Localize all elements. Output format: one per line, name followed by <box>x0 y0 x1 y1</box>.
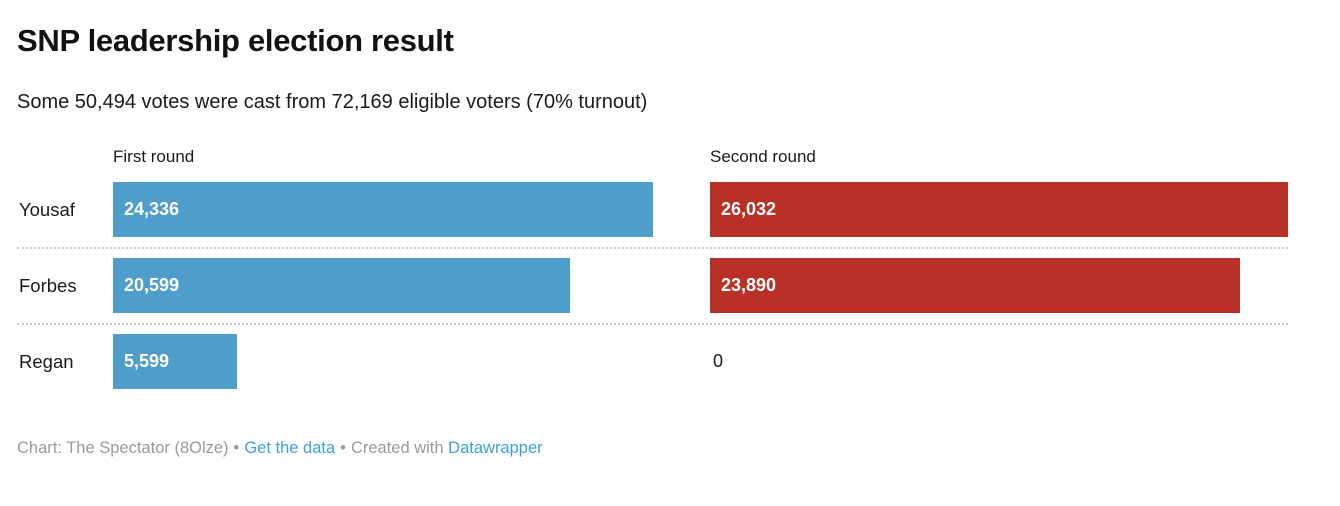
column-header-second-round: Second round <box>710 147 816 166</box>
bar-regan-first-round: 5,599 <box>113 334 238 389</box>
chart-row-yousaf: Yousaf 24,336 26,032 <box>17 182 1288 237</box>
bar-value-label-zero: 0 <box>713 351 724 371</box>
bar-value-label: 24,336 <box>124 199 180 219</box>
footer-bullet: • <box>340 439 346 457</box>
row-separator <box>17 323 1288 325</box>
bar-chart: First round Second round Yousaf 24,336 26,… <box>17 147 1288 389</box>
bar-value-label: 26,032 <box>721 199 777 219</box>
footer-attribution: Chart: The Spectator (8Olze) <box>17 439 229 457</box>
footer-bullet: • <box>233 439 240 457</box>
bar-cell: 23,890 <box>710 258 1288 313</box>
chart-row-forbes: Forbes 20,599 23,890 <box>17 258 1288 313</box>
row-label-yousaf: Yousaf <box>19 198 75 220</box>
bar-value-label: 5,599 <box>124 351 170 371</box>
bar-yousaf-second-round: 26,032 <box>710 182 1288 237</box>
bar-forbes-second-round: 23,890 <box>710 258 1241 313</box>
chart-container: SNP leadership election result Some 50,4… <box>17 23 1288 458</box>
bar-cell: 5,599 <box>113 334 691 389</box>
bar-cell: 26,032 <box>710 182 1288 237</box>
bar-forbes-first-round: 20,599 <box>113 258 571 313</box>
chart-rows: Yousaf 24,336 26,032 Forbes 20,599 23,890 Rega… <box>17 182 1288 389</box>
row-separator <box>17 247 1288 249</box>
chart-row-regan: Regan 5,599 0 <box>17 334 1288 389</box>
bar-cell: 0 <box>710 334 1288 389</box>
column-header-row: First round Second round <box>17 147 1288 167</box>
bar-cell: 20,599 <box>113 258 691 313</box>
datawrapper-link[interactable]: Datawrapper <box>448 439 543 457</box>
footer-created-with: Created with <box>350 439 444 457</box>
get-the-data-link[interactable]: Get the data <box>244 439 336 457</box>
bar-yousaf-first-round: 24,336 <box>113 182 654 237</box>
bar-value-label: 23,890 <box>721 275 777 295</box>
column-header-first-round: First round <box>113 147 195 166</box>
bar-cell: 24,336 <box>113 182 691 237</box>
chart-title: SNP leadership election result <box>17 23 454 58</box>
bar-value-label: 20,599 <box>124 275 180 295</box>
chart-footer: Chart: The Spectator (8Olze) • Get the dat… <box>17 438 1288 458</box>
row-label-regan: Regan <box>19 350 74 372</box>
row-label-forbes: Forbes <box>19 274 77 296</box>
chart-subtitle: Some 50,494 votes were cast from 72,169 … <box>17 91 648 113</box>
